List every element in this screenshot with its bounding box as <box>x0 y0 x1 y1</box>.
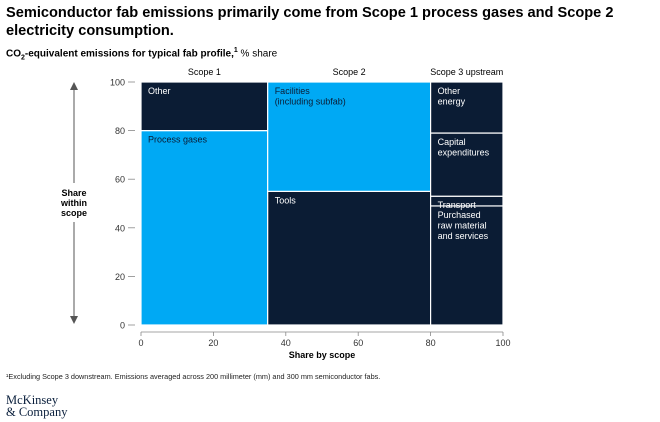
column-header-scope-1: Scope 1 <box>188 67 221 77</box>
x-tick-label: 40 <box>281 338 291 348</box>
marimekko-chart: Process gases Other Scope 1 Tools Facilities… <box>60 67 511 360</box>
y-tick-label: 20 <box>115 272 125 282</box>
mckinsey-logo: McKinsey & Company <box>6 393 68 419</box>
subtitle-main: -equivalent emissions for typical fab pr… <box>24 48 234 60</box>
subtitle-co2: CO <box>6 48 21 60</box>
segment-label-purchased-raw-material-and-services: raw material <box>438 220 487 230</box>
segment-label-other: Other <box>148 86 171 96</box>
segment-label-tools: Tools <box>275 195 297 205</box>
chart-subtitle: CO2-equivalent emissions for typical fab… <box>6 45 277 64</box>
segment-process-gases <box>140 130 269 326</box>
y-arrow-down-head <box>70 316 78 324</box>
x-tick-label: 0 <box>138 338 143 348</box>
segment-capital-expenditures <box>430 132 504 197</box>
logo-line-2: & Company <box>6 405 68 419</box>
segment-facilities-including-subfab <box>267 81 432 192</box>
y-arrow-up-head <box>70 82 78 90</box>
segment-label-facilities-including-subfab: Facilities <box>275 86 311 96</box>
y-axis-label: scope <box>61 208 87 218</box>
subtitle-subscript: 2 <box>21 54 25 62</box>
y-tick-label: 0 <box>120 321 125 331</box>
logo-line-1: McKinsey <box>6 393 59 407</box>
segment-tools <box>267 190 432 326</box>
x-tick-label: 80 <box>426 338 436 348</box>
y-tick-label: 40 <box>115 223 125 233</box>
y-axis-label: within <box>60 198 87 208</box>
column-header-scope-3-upstream: Scope 3 upstream <box>430 67 503 77</box>
y-tick-label: 100 <box>110 78 125 88</box>
segment-label-facilities-including-subfab: (including subfab) <box>275 97 346 107</box>
segment-label-other-energy: energy <box>438 97 466 107</box>
segment-label-transport: Transport <box>438 200 477 210</box>
x-tick-label: 60 <box>353 338 363 348</box>
segment-label-other-energy: Other <box>438 86 461 96</box>
y-tick-label: 60 <box>115 175 125 185</box>
segment-other-energy <box>430 81 504 134</box>
segment-label-purchased-raw-material-and-services: and services <box>438 231 489 241</box>
y-axis-label: Share <box>61 188 86 198</box>
y-tick-label: 80 <box>115 126 125 136</box>
x-axis-label: Share by scope <box>289 350 356 360</box>
column-header-scope-2: Scope 2 <box>333 67 366 77</box>
segment-label-capital-expenditures: Capital <box>438 137 466 147</box>
x-tick-label: 100 <box>495 338 510 348</box>
segment-label-capital-expenditures: expenditures <box>438 148 490 158</box>
footnote: ¹Excluding Scope 3 downstream. Emissions… <box>6 372 381 381</box>
x-tick-label: 20 <box>208 338 218 348</box>
chart-title: Semiconductor fab emissions primarily co… <box>6 5 614 39</box>
subtitle-footnote-ref: 1 <box>233 47 238 54</box>
segment-other <box>140 81 269 132</box>
segment-label-process-gases: Process gases <box>148 135 208 145</box>
segment-label-purchased-raw-material-and-services: Purchased <box>438 210 481 220</box>
subtitle-suffix: % share <box>237 48 278 60</box>
